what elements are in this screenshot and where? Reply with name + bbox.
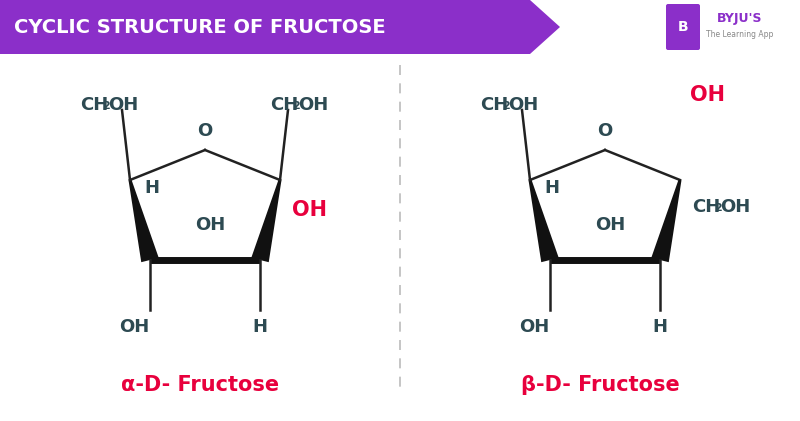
Text: OH: OH — [108, 96, 138, 114]
Text: O: O — [198, 122, 213, 140]
Text: OH: OH — [119, 318, 149, 336]
Text: CH: CH — [270, 96, 298, 114]
Text: OH: OH — [690, 85, 725, 105]
Text: 2: 2 — [502, 101, 510, 111]
Text: The Learning App: The Learning App — [706, 29, 774, 38]
Text: OH: OH — [720, 198, 750, 216]
Polygon shape — [0, 0, 560, 54]
FancyBboxPatch shape — [666, 4, 700, 50]
Text: OH: OH — [595, 216, 625, 234]
Polygon shape — [529, 180, 558, 262]
Text: H: H — [144, 179, 159, 197]
Text: 2: 2 — [102, 101, 110, 111]
Text: OH: OH — [292, 200, 327, 220]
Text: H: H — [253, 318, 267, 336]
Text: H: H — [653, 318, 667, 336]
Text: α-D- Fructose: α-D- Fructose — [121, 375, 279, 395]
Text: OH: OH — [519, 318, 549, 336]
Polygon shape — [651, 180, 682, 262]
Text: O: O — [598, 122, 613, 140]
Text: OH: OH — [195, 216, 225, 234]
Text: 2: 2 — [714, 203, 722, 213]
Text: CYCLIC STRUCTURE OF FRUCTOSE: CYCLIC STRUCTURE OF FRUCTOSE — [14, 18, 386, 37]
Text: β-D- Fructose: β-D- Fructose — [521, 375, 679, 395]
Text: OH: OH — [508, 96, 538, 114]
Polygon shape — [129, 180, 158, 262]
Text: CH: CH — [692, 198, 720, 216]
Text: H: H — [544, 179, 559, 197]
Text: CH: CH — [480, 96, 508, 114]
Text: OH: OH — [298, 96, 328, 114]
Text: B: B — [678, 20, 688, 34]
Text: BYJU'S: BYJU'S — [718, 11, 762, 24]
Text: CH: CH — [80, 96, 108, 114]
Text: 2: 2 — [292, 101, 300, 111]
Polygon shape — [251, 180, 282, 262]
